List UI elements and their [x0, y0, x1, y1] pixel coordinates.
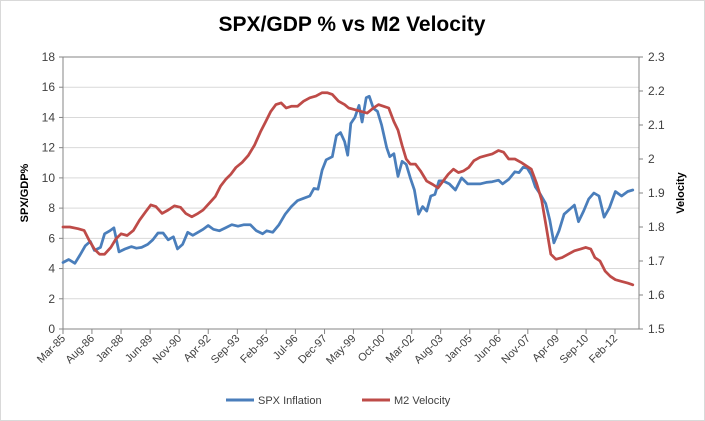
left-axis-tick-label: 16 [42, 80, 56, 94]
left-axis-title: SPX/GDP% [19, 163, 31, 222]
left-axis-tick-label: 12 [42, 141, 56, 155]
left-axis-tick-label: 10 [42, 171, 56, 185]
left-axis-tick-label: 0 [48, 322, 55, 336]
right-axis-tick-label: 1.7 [648, 254, 665, 268]
right-axis-tick-label: 1.9 [648, 186, 665, 200]
series-layer [61, 91, 635, 287]
left-axis-tick-label: 4 [48, 262, 55, 276]
right-axis-tick-label: 2.2 [648, 84, 665, 98]
right-axis-tick-label: 2.3 [648, 50, 665, 64]
series-line-m2-velocity [61, 91, 635, 287]
right-axis-tick-label: 2 [648, 152, 655, 166]
right-axis-tick-label: 2.1 [648, 118, 665, 132]
legend-label-m2-velocity: M2 Velocity [394, 395, 451, 407]
right-axis-title: Velocity [675, 171, 687, 213]
right-axis-tick-labels: 1.5 1.6 1.7 1.8 1.9 2 2.1 2.2 2.3 [648, 50, 665, 336]
x-axis-tick-marks [62, 329, 616, 334]
gridlines [59, 56, 643, 330]
left-axis-tick-label: 2 [48, 292, 55, 306]
left-axis-tick-label: 18 [42, 50, 56, 64]
left-axis-tick-label: 14 [42, 110, 56, 124]
plot-area [62, 56, 640, 330]
left-axis-tick-labels: 0 2 4 6 8 10 12 14 16 18 [42, 50, 56, 336]
left-axis-tick-label: 6 [48, 231, 55, 245]
legend-label-spx-inflation: SPX Inflation [258, 395, 322, 407]
right-axis-tick-label: 1.6 [648, 288, 665, 302]
chart-title: SPX/GDP % vs M2 Velocity [219, 13, 486, 36]
right-axis-tick-label: 1.5 [648, 322, 665, 336]
left-axis-tick-label: 8 [48, 201, 55, 215]
legend: SPX Inflation M2 Velocity [226, 395, 451, 407]
right-axis-tick-label: 1.8 [648, 220, 665, 234]
